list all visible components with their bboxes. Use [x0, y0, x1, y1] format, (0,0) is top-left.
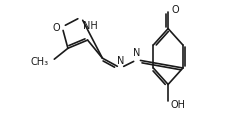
Text: O: O [171, 5, 179, 15]
Text: O: O [53, 23, 60, 33]
Text: N: N [117, 56, 124, 65]
Text: CH₃: CH₃ [31, 57, 49, 67]
Text: N: N [133, 47, 141, 57]
Text: OH: OH [171, 99, 185, 109]
Text: NH: NH [83, 20, 98, 30]
